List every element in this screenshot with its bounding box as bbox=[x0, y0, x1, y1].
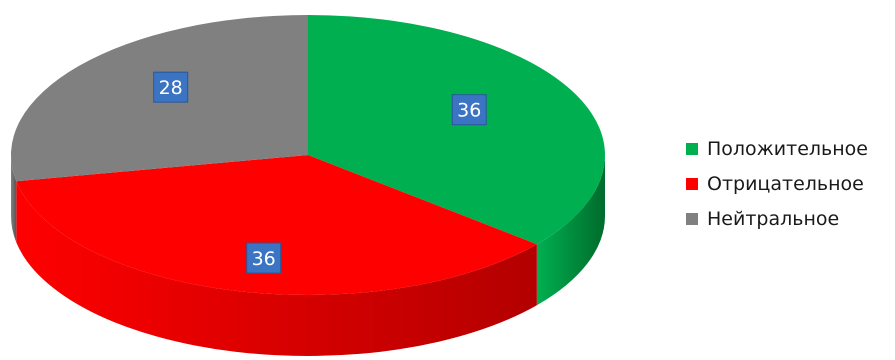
legend-item-negative: Отрицательное bbox=[686, 171, 868, 197]
legend-label-negative: Отрицательное bbox=[707, 173, 864, 195]
data-label-text-neutral: 28 bbox=[159, 77, 183, 99]
pie-slice-negative bbox=[16, 155, 537, 295]
data-label-neutral: 28 bbox=[153, 71, 189, 103]
legend-swatch-positive bbox=[686, 143, 698, 155]
legend-label-positive: Положительное bbox=[707, 138, 868, 160]
data-label-text-positive: 36 bbox=[457, 100, 481, 122]
pie-side-positive bbox=[536, 155, 605, 306]
data-label-box-negative bbox=[246, 242, 282, 274]
legend-swatch-neutral bbox=[686, 213, 698, 225]
legend-item-positive: Положительное bbox=[686, 136, 868, 162]
data-label-text-negative: 36 bbox=[252, 248, 276, 270]
pie-side-negative bbox=[16, 181, 537, 356]
legend-label-neutral: Нейтральное bbox=[707, 208, 840, 230]
pie-side-neutral bbox=[11, 155, 17, 243]
data-label-box-positive bbox=[451, 94, 487, 126]
legend: Положительное Отрицательное Нейтральное bbox=[686, 136, 868, 232]
data-label-positive: 36 bbox=[451, 94, 487, 126]
legend-item-neutral: Нейтральное bbox=[686, 206, 868, 232]
legend-swatch-negative bbox=[686, 178, 698, 190]
data-label-negative: 36 bbox=[246, 242, 282, 274]
data-label-box-neutral bbox=[153, 71, 189, 103]
pie-slice-positive bbox=[308, 15, 605, 245]
pie-chart: 36 36 28 bbox=[10, 15, 605, 356]
